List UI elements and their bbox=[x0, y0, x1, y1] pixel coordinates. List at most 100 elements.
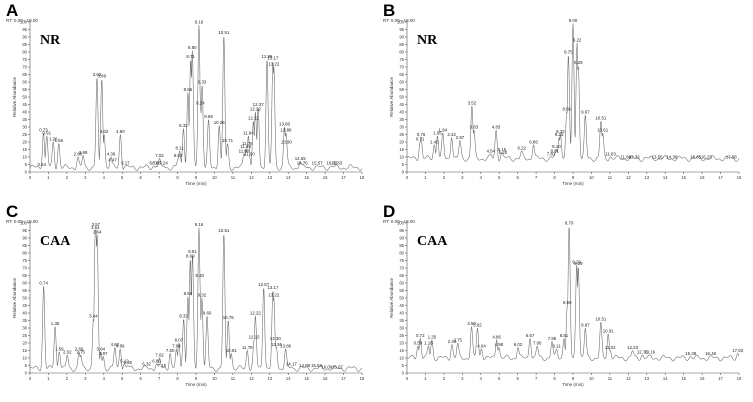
y-tick-label: 50 bbox=[399, 295, 404, 300]
peak-label: 11.78 bbox=[242, 345, 253, 350]
peak-label: 9.20 bbox=[195, 273, 204, 278]
y-tick-label: 30 bbox=[22, 124, 27, 129]
y-tick-label: 80 bbox=[22, 49, 27, 54]
peak-label: 13.80 bbox=[279, 122, 291, 127]
peak-label: 1.26 bbox=[49, 137, 58, 142]
y-axis-label: Relative Abundance bbox=[12, 76, 17, 117]
peak-label: 2.02 bbox=[63, 350, 72, 355]
peak-label: 10.51 bbox=[595, 317, 607, 322]
y-tick-label: 95 bbox=[399, 27, 404, 32]
peak-label: 7.24 bbox=[159, 161, 168, 166]
peak-label: 9.68 bbox=[204, 114, 213, 119]
y-tick-label: 60 bbox=[22, 79, 27, 84]
peak-label: 14.36 bbox=[666, 155, 678, 160]
peak-label: 13.88 bbox=[281, 128, 293, 133]
x-axis-label: Time (min) bbox=[185, 382, 207, 387]
peak-label: 11.78 bbox=[242, 141, 253, 146]
x-tick-label: 9 bbox=[195, 376, 198, 381]
y-tick-label: 55 bbox=[399, 87, 404, 92]
peak-label: 14.89 bbox=[299, 363, 311, 368]
peak-label: 13.36 bbox=[271, 342, 283, 347]
x-tick-label: 17 bbox=[718, 175, 723, 180]
x-tick-label: 12 bbox=[626, 175, 631, 180]
peak-label: 8.25 bbox=[555, 132, 564, 137]
peak-label: 12.85 bbox=[262, 54, 274, 59]
peak-label: 1.35 bbox=[428, 335, 437, 340]
x-tick-label: 11 bbox=[608, 376, 613, 381]
x-tick-label: 3 bbox=[461, 175, 464, 180]
peak-label: 11.02 bbox=[605, 345, 616, 350]
y-tick-label: 30 bbox=[399, 325, 404, 330]
panel-letter: B bbox=[383, 1, 395, 20]
x-tick-label: 12 bbox=[626, 376, 631, 381]
x-tick-label: 14 bbox=[663, 175, 668, 180]
peak-label: 9.29 bbox=[574, 60, 583, 65]
y-tick-label: 45 bbox=[22, 102, 27, 107]
y-tick-label: 85 bbox=[399, 42, 404, 47]
chromatogram-trace bbox=[29, 24, 363, 171]
x-tick-label: 16 bbox=[700, 376, 705, 381]
y-tick-label: 70 bbox=[22, 265, 27, 270]
peak-label: 2.75 bbox=[453, 338, 462, 343]
y-tick-label: 70 bbox=[22, 64, 27, 69]
peak-label: 11.86 bbox=[620, 155, 631, 160]
x-tick-label: 0 bbox=[29, 175, 32, 180]
peak-label: 4.47 bbox=[108, 158, 117, 163]
panel-letter: D bbox=[383, 202, 395, 221]
chromatogram-c: CRT: 0.00 - 18.0005101520253035404550556… bbox=[6, 202, 365, 387]
peak-label: 7.15 bbox=[158, 363, 167, 368]
x-tick-label: 8 bbox=[176, 175, 179, 180]
peak-label: 3.44 bbox=[89, 314, 98, 319]
x-tick-label: 16 bbox=[323, 175, 328, 180]
peak-label: 9.67 bbox=[581, 110, 590, 115]
sample-label: NR bbox=[417, 33, 438, 48]
peak-label: 8.11 bbox=[175, 146, 184, 151]
peak-label: 17.58 bbox=[726, 155, 738, 160]
panel-d: D RT: 0.00 - 18.00 0 5 10 15 20 25 30 35 40 45 50 55 6… bbox=[377, 201, 753, 401]
x-tick-label: 1 bbox=[424, 175, 427, 180]
peak-label: 6.67 bbox=[526, 333, 535, 338]
x-tick-label: 1 bbox=[424, 376, 427, 381]
peak-label: 13.90 bbox=[281, 140, 293, 145]
peak-label: 8.03 bbox=[174, 153, 183, 158]
y-tick-label: 65 bbox=[22, 273, 27, 278]
y-tick-label: 60 bbox=[22, 280, 27, 285]
x-tick-label: 15 bbox=[304, 175, 309, 180]
y-tick-label: 15 bbox=[22, 348, 27, 353]
x-tick-label: 13 bbox=[644, 175, 649, 180]
x-tick-label: 17 bbox=[341, 175, 346, 180]
x-tick-label: 8 bbox=[553, 376, 556, 381]
peak-label: 0.71 bbox=[416, 137, 425, 142]
peak-label: 15.57 bbox=[312, 161, 324, 166]
x-tick-label: 12 bbox=[249, 376, 254, 381]
peak-label: 12.22 bbox=[250, 107, 262, 112]
peak-label: 15.53 bbox=[311, 363, 323, 368]
peak-label: 12.76 bbox=[637, 350, 649, 355]
y-tick-label: 15 bbox=[22, 147, 27, 152]
peak-label: 9.20 bbox=[572, 260, 581, 265]
y-tick-label: 75 bbox=[399, 258, 404, 263]
rt-range: RT: 0.00 - 18.00 bbox=[6, 18, 38, 23]
peak-label: 4.02 bbox=[100, 129, 109, 134]
peak-label: 5.20 bbox=[499, 150, 508, 155]
sample-label: CAA bbox=[417, 234, 448, 249]
y-axis-label: Relative Abundance bbox=[389, 76, 394, 117]
peak-label: 8.79 bbox=[565, 221, 574, 226]
peak-label: 1.59 bbox=[55, 347, 64, 352]
y-tick-label: 75 bbox=[22, 57, 27, 62]
y-axis-label: Relative Abundance bbox=[12, 277, 17, 318]
peak-label: 13.17 bbox=[267, 56, 279, 61]
panel-letter: A bbox=[6, 1, 18, 20]
peak-label: 7.02 bbox=[155, 153, 164, 158]
x-tick-label: 15 bbox=[681, 376, 686, 381]
y-tick-label: 65 bbox=[399, 273, 404, 278]
peak-label: 9.29 bbox=[574, 261, 583, 266]
x-tick-label: 6 bbox=[516, 376, 519, 381]
panel-c: C RT: 0.00 - 18.00 0 5 10 15 20 25 30 35 40 45 50 55 6… bbox=[0, 201, 376, 401]
x-tick-label: 13 bbox=[267, 175, 272, 180]
x-tick-label: 4 bbox=[103, 376, 106, 381]
x-tick-label: 1 bbox=[47, 376, 50, 381]
x-tick-label: 2 bbox=[443, 376, 446, 381]
peak-label: 4.98 bbox=[495, 342, 504, 347]
peak-label: 9.16 bbox=[195, 20, 204, 25]
